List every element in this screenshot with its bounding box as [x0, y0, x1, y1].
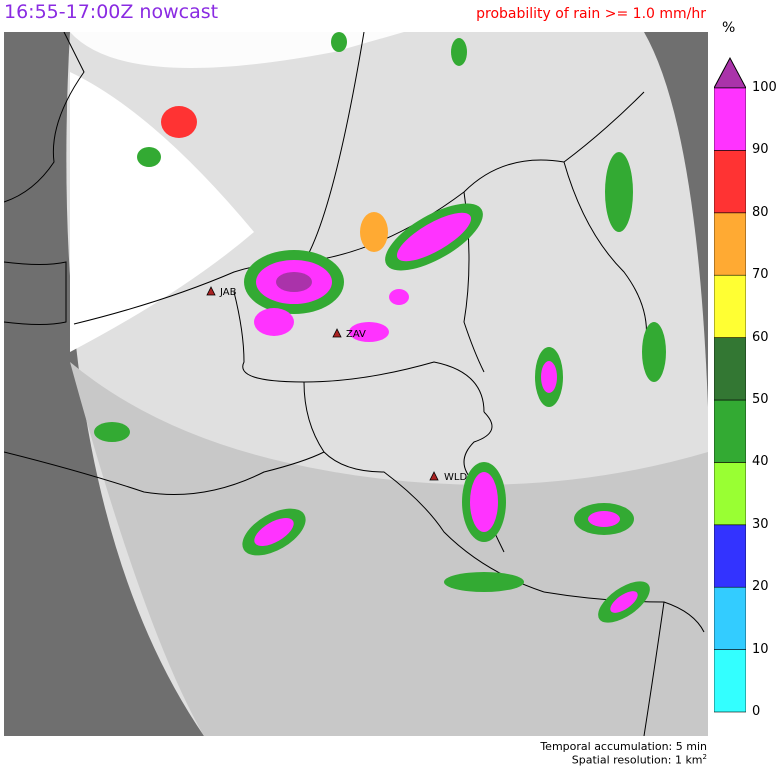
legend-tick-label: 0: [752, 704, 761, 719]
nowcast-title: 16:55-17:00Z nowcast: [4, 1, 219, 23]
legend-tick-label: 30: [752, 516, 769, 532]
legend-overflow-triangle: [713, 56, 747, 89]
radar-stations: JAB ZAV WLD: [206, 286, 467, 483]
product-subtitle: probability of rain >= 1.0 mm/hr: [476, 6, 706, 22]
legend-tick-label: 80: [752, 204, 769, 220]
radar-map[interactable]: JAB ZAV WLD: [4, 32, 708, 736]
legend-swatch: [713, 337, 747, 401]
sea-area-north: [70, 32, 404, 68]
map-canvas: JAB ZAV WLD: [4, 32, 708, 736]
station-zav-marker: [332, 328, 342, 338]
legend-tick-label: 100: [752, 80, 777, 95]
legend-swatch: [713, 399, 747, 463]
legend-swatch: [713, 150, 747, 214]
temporal-accumulation-note: Temporal accumulation: 5 min: [540, 740, 707, 753]
legend-tick-label: 60: [752, 329, 769, 345]
sea-area-west: [70, 72, 254, 352]
legend-swatch: [713, 462, 747, 526]
legend-tick-label: 90: [752, 142, 769, 158]
station-wld-label: WLD: [444, 472, 467, 483]
legend-swatch: [713, 524, 747, 588]
legend-swatch: [713, 274, 747, 338]
legend-unit: %: [722, 20, 736, 36]
color-legend: [713, 56, 747, 716]
terrain-shading: [70, 362, 708, 736]
legend-swatch: [713, 649, 747, 713]
station-jab-marker: [206, 286, 216, 296]
legend-tick-label: 50: [752, 392, 769, 407]
legend-swatch: [713, 212, 747, 276]
legend-colorbar: [713, 56, 747, 713]
legend-swatch: [713, 87, 747, 151]
precipitation-cells: [94, 32, 666, 623]
legend-tick-label: 20: [752, 579, 769, 595]
legend-tick-label: 40: [752, 454, 769, 470]
station-wld-marker: [429, 471, 439, 481]
station-zav-label: ZAV: [346, 329, 366, 340]
spatial-resolution-note: Spatial resolution: 1 km2: [571, 753, 707, 767]
legend-swatch: [713, 586, 747, 650]
station-jab-label: JAB: [219, 287, 237, 298]
legend-tick-label: 70: [752, 267, 769, 283]
legend-tick-label: 10: [752, 641, 769, 657]
